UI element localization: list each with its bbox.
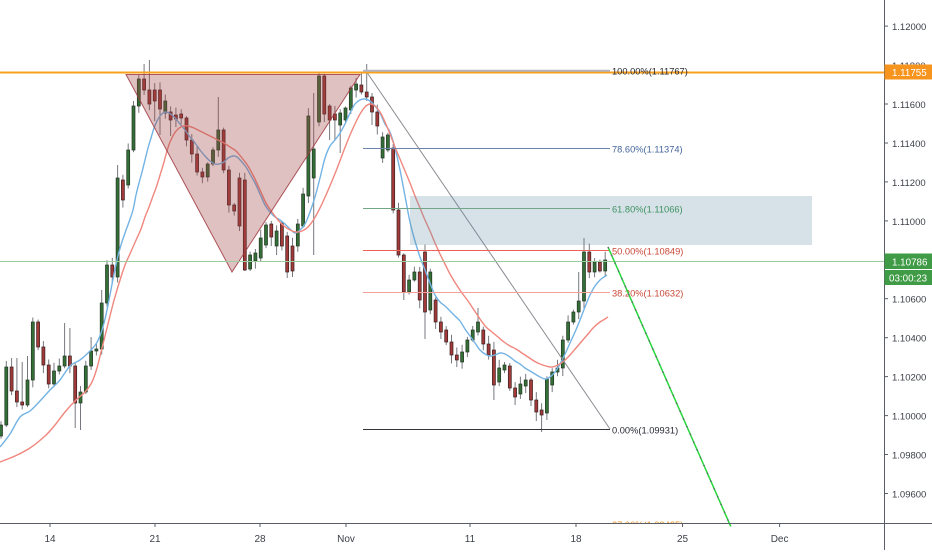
svg-text:38.20%(1.10632): 38.20%(1.10632) [612, 289, 683, 299]
svg-text:1.11600: 1.11600 [892, 100, 926, 111]
svg-text:1.10000: 1.10000 [892, 412, 926, 423]
svg-text:1.11200: 1.11200 [892, 178, 926, 189]
svg-text:61.80%(1.11066): 61.80%(1.11066) [612, 205, 683, 215]
svg-text:1.09800: 1.09800 [892, 451, 926, 462]
svg-text:14: 14 [44, 534, 56, 545]
svg-text:1.11000: 1.11000 [892, 217, 926, 228]
svg-text:18: 18 [570, 534, 582, 545]
svg-text:78.60%(1.11374): 78.60%(1.11374) [612, 145, 683, 155]
svg-text:21: 21 [149, 534, 161, 545]
svg-text:11: 11 [465, 534, 476, 545]
svg-text:28: 28 [254, 534, 266, 545]
svg-text:03:00:23: 03:00:23 [889, 274, 928, 285]
svg-text:1.09600: 1.09600 [892, 490, 926, 501]
svg-text:1.10200: 1.10200 [892, 373, 926, 384]
svg-text:1.12000: 1.12000 [892, 22, 926, 33]
svg-text:0.00%(1.09931): 0.00%(1.09931) [612, 426, 678, 436]
svg-text:1.10600: 1.10600 [892, 295, 926, 306]
svg-text:1.11400: 1.11400 [892, 139, 926, 150]
svg-text:Dec: Dec [771, 534, 789, 545]
svg-text:1.11755: 1.11755 [892, 68, 927, 79]
svg-text:1.10786: 1.10786 [892, 258, 928, 269]
svg-text:50.00%(1.10849): 50.00%(1.10849) [612, 247, 683, 257]
svg-text:25: 25 [677, 534, 689, 545]
svg-text:100.00%(1.11767): 100.00%(1.11767) [612, 67, 688, 77]
svg-text:1.10400: 1.10400 [892, 334, 926, 345]
svg-text:Nov: Nov [337, 534, 355, 545]
